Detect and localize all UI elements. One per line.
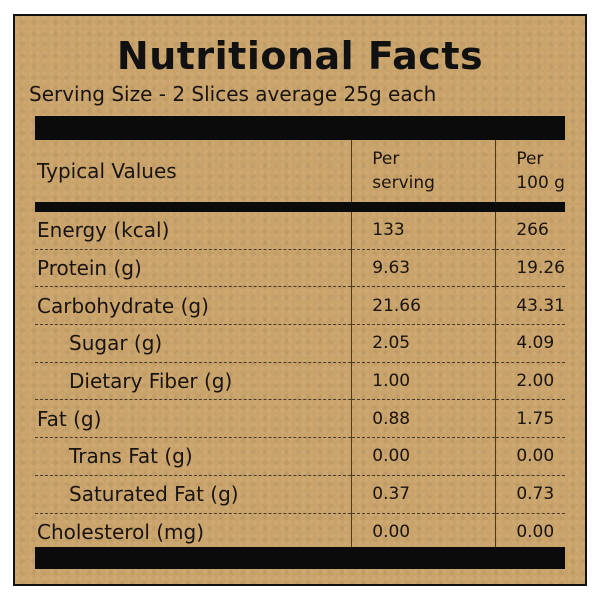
per-serving-value: 21.66 bbox=[351, 286, 496, 325]
per-serving-value: 0.37 bbox=[351, 474, 496, 513]
header-per-100g: Per 100 g bbox=[495, 140, 565, 202]
table-row: Protein (g) 9.63 19.26 bbox=[35, 248, 565, 287]
nutrient-name: Carbohydrate (g) bbox=[35, 286, 352, 325]
table-row: Trans Fat (g) 0.00 0.00 bbox=[35, 437, 565, 476]
per-serving-value: 0.00 bbox=[351, 437, 496, 476]
per-100g-value: 1.75 bbox=[495, 399, 565, 438]
per-100g-value: 0.00 bbox=[495, 512, 565, 551]
per-serving-value: 133 bbox=[351, 212, 496, 250]
per-serving-value: 0.00 bbox=[351, 512, 496, 551]
table-row: Fat (g) 0.88 1.75 bbox=[35, 399, 565, 438]
table-row: Sugar (g) 2.05 4.09 bbox=[35, 324, 565, 363]
per-100g-value: 0.73 bbox=[495, 474, 565, 513]
nutrient-name: Trans Fat (g) bbox=[35, 437, 352, 476]
nutrient-name: Fat (g) bbox=[35, 399, 352, 438]
per-100g-value: 4.09 bbox=[495, 324, 565, 363]
header-per-100g-line2: 100 g bbox=[516, 173, 565, 193]
nutrient-name: Dietary Fiber (g) bbox=[35, 361, 352, 400]
per-100g-value: 19.26 bbox=[495, 248, 565, 287]
per-100g-value: 2.00 bbox=[495, 361, 565, 400]
table-header-row: Typical Values Per serving Per 100 g bbox=[35, 140, 565, 202]
nutrition-table: Typical Values Per serving Per 100 g Energ… bbox=[35, 140, 565, 551]
bottom-divider-bar bbox=[35, 547, 565, 569]
header-per-serving: Per serving bbox=[351, 140, 496, 202]
serving-size: Serving Size - 2 Slices average 25g each bbox=[29, 82, 437, 106]
header-per-serving-line1: Per bbox=[372, 149, 400, 169]
table-row: Dietary Fiber (g) 1.00 2.00 bbox=[35, 361, 565, 400]
header-typical-values: Typical Values bbox=[37, 159, 177, 183]
per-serving-value: 1.00 bbox=[351, 361, 496, 400]
header-per-100g-line1: Per bbox=[516, 149, 544, 169]
nutrient-name: Sugar (g) bbox=[35, 324, 352, 363]
table-row: Energy (kcal) 133 266 bbox=[35, 212, 565, 250]
table-row: Saturated Fat (g) 0.37 0.73 bbox=[35, 474, 565, 513]
table-row: Carbohydrate (g) 21.66 43.31 bbox=[35, 286, 565, 325]
per-100g-value: 43.31 bbox=[495, 286, 565, 325]
nutrient-name: Energy (kcal) bbox=[37, 218, 170, 243]
header-divider-bar bbox=[35, 202, 565, 212]
per-serving-value: 2.05 bbox=[351, 324, 496, 363]
per-serving-value: 9.63 bbox=[351, 248, 496, 287]
header-divider-row bbox=[35, 202, 565, 212]
per-100g-value: 0.00 bbox=[495, 437, 565, 476]
per-100g-value: 266 bbox=[495, 212, 565, 250]
header-per-serving-line2: serving bbox=[372, 173, 435, 193]
nutrient-name: Saturated Fat (g) bbox=[35, 474, 352, 513]
nutrition-label: Nutritional Facts Serving Size - 2 Slice… bbox=[13, 14, 587, 586]
label-title: Nutritional Facts bbox=[116, 34, 484, 78]
top-divider-bar bbox=[35, 116, 565, 140]
nutrient-name: Protein (g) bbox=[35, 248, 352, 287]
table-row: Cholesterol (mg) 0.00 0.00 bbox=[35, 512, 565, 551]
per-serving-value: 0.88 bbox=[351, 399, 496, 438]
nutrient-name: Cholesterol (mg) bbox=[35, 512, 352, 551]
